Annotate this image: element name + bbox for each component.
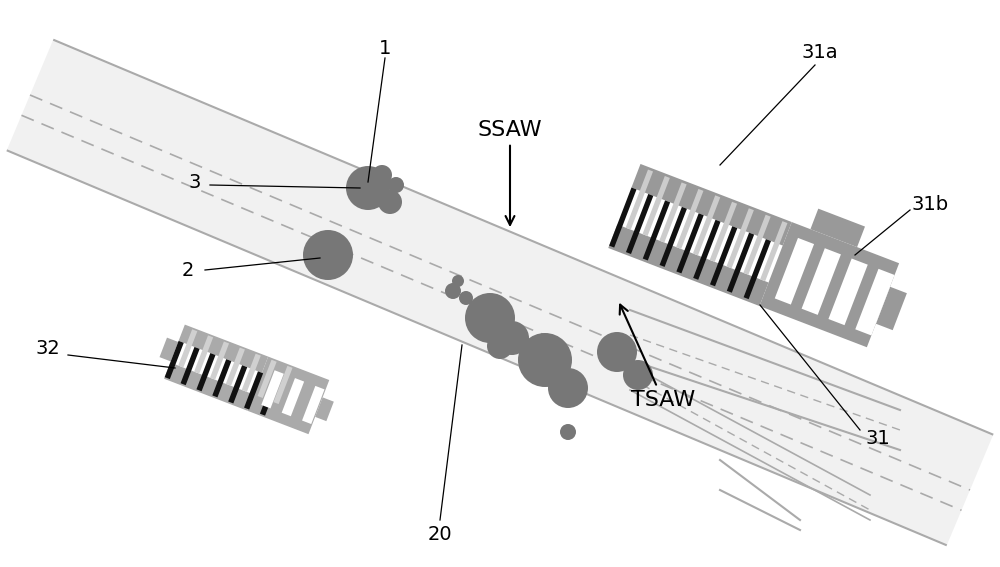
Polygon shape bbox=[164, 362, 254, 411]
Text: SSAW: SSAW bbox=[478, 120, 542, 225]
Circle shape bbox=[487, 333, 513, 359]
Circle shape bbox=[303, 230, 353, 280]
Polygon shape bbox=[226, 348, 245, 386]
Text: 1: 1 bbox=[379, 39, 391, 57]
Polygon shape bbox=[228, 365, 247, 404]
Circle shape bbox=[548, 368, 588, 408]
Polygon shape bbox=[876, 287, 907, 330]
Polygon shape bbox=[160, 337, 178, 361]
Polygon shape bbox=[828, 259, 868, 325]
Polygon shape bbox=[642, 176, 670, 236]
Polygon shape bbox=[315, 397, 334, 421]
Polygon shape bbox=[609, 188, 637, 248]
Polygon shape bbox=[660, 207, 687, 267]
Text: 31a: 31a bbox=[802, 43, 838, 61]
Polygon shape bbox=[242, 354, 261, 392]
Polygon shape bbox=[710, 226, 737, 286]
Polygon shape bbox=[727, 232, 754, 293]
Polygon shape bbox=[626, 170, 653, 230]
Polygon shape bbox=[643, 200, 670, 260]
Polygon shape bbox=[676, 189, 703, 249]
Text: 3: 3 bbox=[189, 174, 201, 193]
Polygon shape bbox=[631, 164, 792, 246]
Text: 32: 32 bbox=[36, 338, 60, 358]
Text: 31: 31 bbox=[866, 429, 890, 447]
Text: 31b: 31b bbox=[911, 196, 949, 214]
Polygon shape bbox=[760, 221, 787, 281]
Circle shape bbox=[372, 165, 392, 185]
Polygon shape bbox=[775, 238, 814, 304]
Polygon shape bbox=[258, 359, 277, 398]
Polygon shape bbox=[302, 386, 325, 424]
Circle shape bbox=[388, 177, 404, 193]
Polygon shape bbox=[659, 183, 687, 243]
Polygon shape bbox=[244, 371, 263, 409]
Circle shape bbox=[465, 293, 515, 343]
Circle shape bbox=[452, 275, 464, 287]
Circle shape bbox=[378, 190, 402, 214]
Circle shape bbox=[518, 333, 572, 387]
Polygon shape bbox=[710, 202, 737, 262]
Polygon shape bbox=[743, 215, 771, 275]
Circle shape bbox=[597, 332, 637, 372]
Circle shape bbox=[459, 291, 473, 305]
Polygon shape bbox=[196, 353, 216, 391]
Polygon shape bbox=[260, 378, 279, 416]
Circle shape bbox=[560, 424, 576, 440]
Polygon shape bbox=[727, 208, 754, 268]
Polygon shape bbox=[178, 329, 197, 367]
Polygon shape bbox=[676, 213, 704, 273]
Polygon shape bbox=[212, 359, 231, 397]
Circle shape bbox=[495, 321, 529, 355]
Polygon shape bbox=[247, 357, 329, 434]
Polygon shape bbox=[802, 248, 841, 315]
Polygon shape bbox=[179, 324, 268, 373]
Polygon shape bbox=[626, 194, 653, 254]
Polygon shape bbox=[693, 220, 721, 280]
Polygon shape bbox=[210, 341, 229, 380]
Polygon shape bbox=[744, 239, 771, 299]
Circle shape bbox=[623, 360, 653, 390]
Text: 2: 2 bbox=[182, 260, 194, 280]
Circle shape bbox=[346, 166, 390, 210]
Polygon shape bbox=[261, 370, 284, 408]
Polygon shape bbox=[273, 366, 293, 404]
Polygon shape bbox=[810, 209, 865, 247]
Polygon shape bbox=[282, 378, 304, 416]
Circle shape bbox=[445, 283, 461, 299]
Polygon shape bbox=[181, 347, 200, 385]
Text: TSAW: TSAW bbox=[620, 304, 695, 410]
Polygon shape bbox=[165, 341, 184, 379]
Polygon shape bbox=[759, 222, 899, 347]
Text: 20: 20 bbox=[428, 526, 452, 544]
Polygon shape bbox=[7, 40, 993, 545]
Polygon shape bbox=[693, 196, 720, 255]
Polygon shape bbox=[855, 269, 895, 336]
Polygon shape bbox=[194, 335, 213, 374]
Polygon shape bbox=[608, 225, 769, 306]
